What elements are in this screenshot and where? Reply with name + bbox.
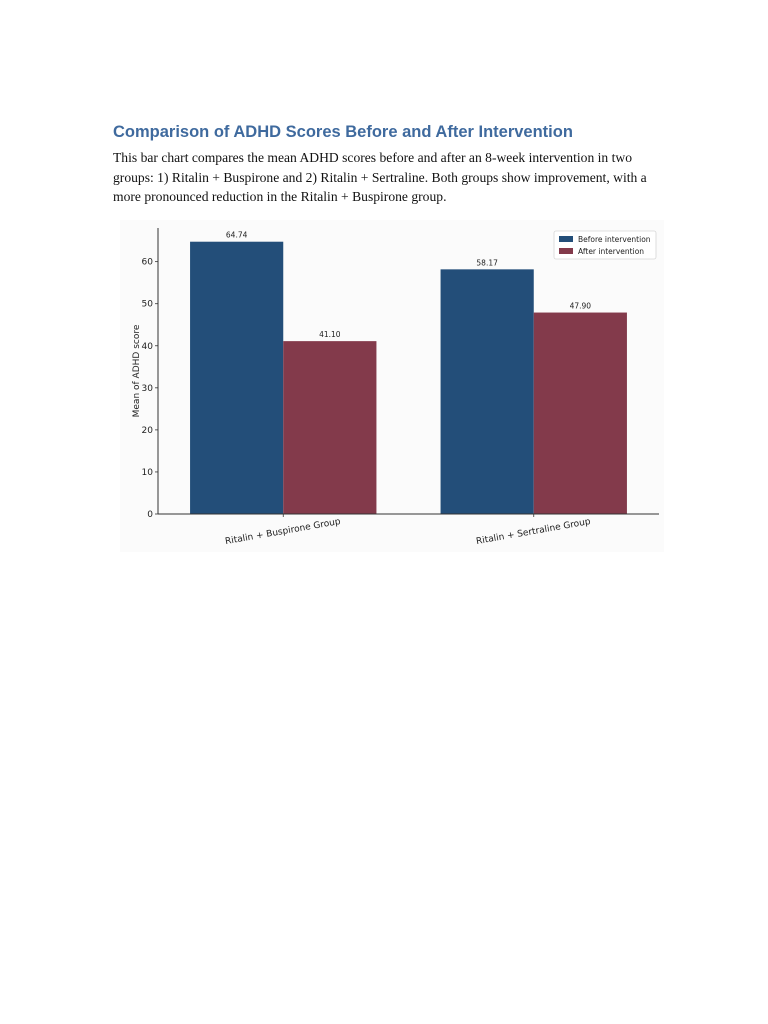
y-tick-label: 30 <box>142 384 154 394</box>
x-tick-label: Ritalin + Sertraline Group <box>475 517 591 547</box>
y-tick-label: 10 <box>142 468 154 478</box>
bar-after-2 <box>533 312 627 514</box>
bar-after-1 <box>283 341 377 514</box>
bar-value-label: 64.74 <box>226 231 248 240</box>
bar-chart-figure: 64.74 41.10 Ritalin + Buspirone Group 58.17… <box>120 220 664 552</box>
y-tick-label: 60 <box>142 258 154 268</box>
x-tick-label: Ritalin + Buspirone Group <box>224 517 341 547</box>
bar-before-1 <box>190 241 284 514</box>
bar-before-2 <box>440 269 534 514</box>
legend-label-before: Before intervention <box>578 235 651 244</box>
chart-legend <box>553 230 657 260</box>
document-title: Comparison of ADHD Scores Before and Aft… <box>113 123 573 141</box>
legend-label-after: After intervention <box>578 247 644 256</box>
document-paragraph: This bar chart compares the mean ADHD sc… <box>113 150 647 204</box>
bar-value-label: 41.10 <box>319 330 341 339</box>
y-axis-label: Mean of ADHD score <box>132 324 142 417</box>
legend-swatch-before <box>559 236 573 242</box>
bar-value-label: 58.17 <box>476 258 498 267</box>
y-tick-label: 20 <box>142 426 154 436</box>
y-tick-label: 50 <box>142 300 154 310</box>
y-tick-label: 0 <box>147 510 153 520</box>
y-tick-label: 40 <box>142 342 154 352</box>
legend-swatch-after <box>559 248 573 254</box>
bar-value-label: 47.90 <box>570 302 592 311</box>
bar-chart: 64.74 41.10 Ritalin + Buspirone Group 58.17… <box>132 228 659 547</box>
